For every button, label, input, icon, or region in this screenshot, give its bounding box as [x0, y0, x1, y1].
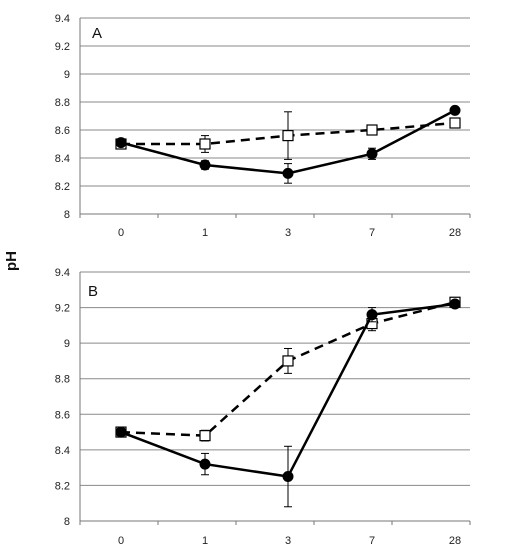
data-point-filled-circle	[115, 137, 127, 149]
y-tick-label: 8.6	[55, 409, 70, 421]
x-tick-label: 3	[285, 227, 291, 239]
y-tick-label: 9.2	[55, 41, 70, 53]
y-tick-label: 8	[64, 516, 70, 528]
data-point-filled-circle	[449, 104, 461, 116]
data-point-open-square	[199, 138, 211, 150]
panel-label: A	[92, 25, 102, 42]
y-tick-label: 8.2	[55, 480, 70, 492]
data-point-filled-circle	[366, 309, 378, 321]
y-tick-label: 9	[64, 69, 70, 81]
chart-panel-b: 8 8.2 8.4 8.6 8.8 9 9.2 9.4 0 1 3 7 28 B	[55, 267, 471, 547]
data-point-open-square	[282, 355, 294, 367]
data-point-filled-circle	[449, 298, 461, 310]
data-point-filled-circle	[115, 426, 127, 438]
y-tick-label: 8.8	[55, 374, 70, 386]
x-tick-label: 0	[118, 227, 124, 239]
x-tick-label: 3	[285, 535, 291, 547]
data-point-filled-circle	[199, 159, 211, 171]
y-tick-label: 9.4	[55, 267, 70, 279]
y-tick-label: 8.4	[55, 445, 70, 457]
y-tick-label: 8.2	[55, 181, 70, 193]
x-tick-label: 0	[118, 535, 124, 547]
y-tick-label: 8.8	[55, 97, 70, 109]
y-tick-label: 8	[64, 209, 70, 221]
panel-label: B	[88, 283, 98, 300]
data-point-filled-circle	[366, 148, 378, 160]
x-tick-label: 7	[369, 227, 375, 239]
y-axis-label: pH	[3, 251, 20, 271]
chart-panel-a: 8 8.2 8.4 8.6 8.8 9 9.2 9.4 0 1 3 7 28 A	[55, 13, 471, 239]
y-tick-label: 9.4	[55, 13, 70, 25]
data-point-filled-circle	[282, 167, 294, 179]
x-tick-label: 7	[369, 535, 375, 547]
y-tick-label: 8.6	[55, 125, 70, 137]
data-point-filled-circle	[199, 458, 211, 470]
data-point-open-square	[199, 430, 211, 442]
y-tick-label: 9.2	[55, 303, 70, 315]
y-tick-label: 8.4	[55, 153, 70, 165]
x-tick-label: 1	[202, 535, 208, 547]
data-point-filled-circle	[282, 471, 294, 483]
data-point-open-square	[282, 130, 294, 142]
y-tick-label: 9	[64, 338, 70, 350]
x-tick-label: 28	[449, 535, 461, 547]
x-tick-label: 28	[449, 227, 461, 239]
data-point-open-square	[449, 117, 461, 129]
x-tick-label: 1	[202, 227, 208, 239]
data-point-open-square	[366, 124, 378, 136]
